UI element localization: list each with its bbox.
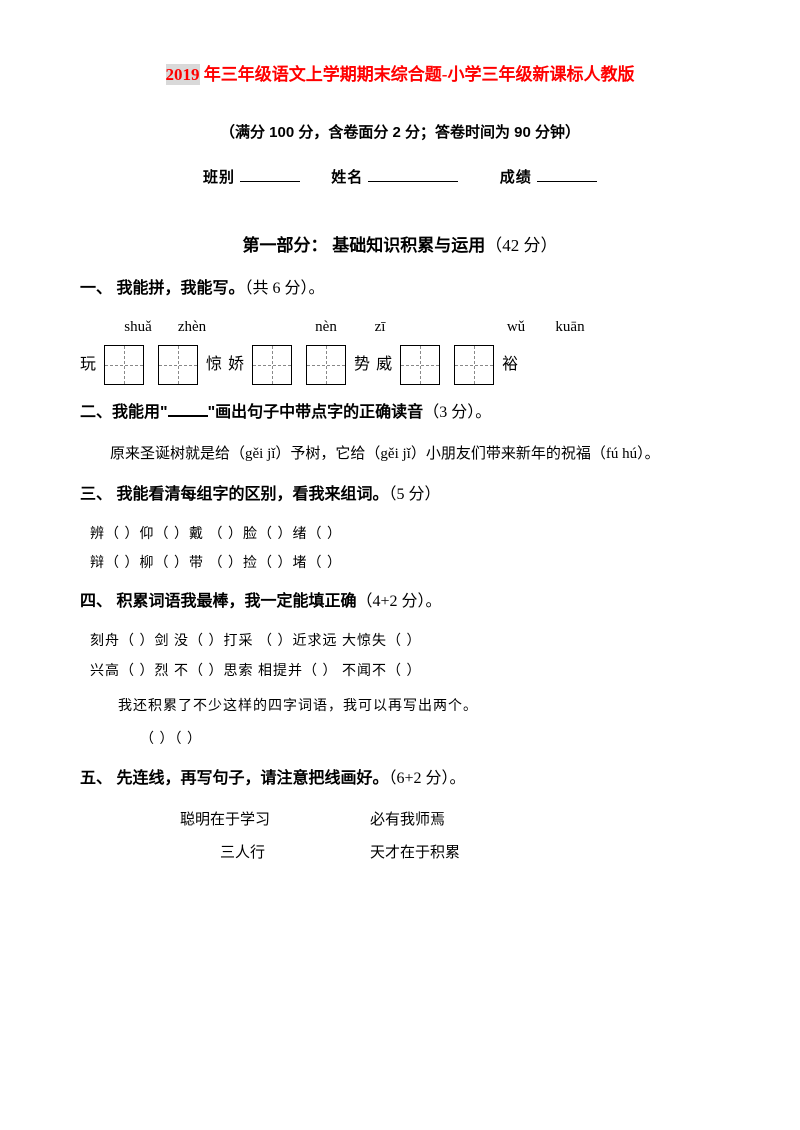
tian-box[interactable]	[454, 345, 494, 385]
q1-pinyin-row: shuǎ zhèn nèn zī wǔ kuān	[80, 314, 720, 341]
q2-underline	[168, 403, 208, 417]
q4-extra: 我还积累了不少这样的四字词语，我可以再写出两个。	[80, 692, 720, 721]
q2-pts: （3 分）。	[423, 404, 491, 421]
q2-a: 二、我能用"	[80, 404, 168, 421]
q4-title: 四、 积累词语我最棒，我一定能填正确	[80, 593, 356, 610]
part1-pts: （42 分）	[485, 236, 557, 255]
doc-subtitle: （满分 100 分，含卷面分 2 分；答卷时间为 90 分钟）	[80, 119, 720, 146]
q4-row1: 刻舟（ ）剑 没（ ）打采 （ ）近求远 大惊失（ ）	[80, 627, 720, 656]
q3-row1: 辨（ ）仰（ ）戴 （ ）脸（ ）绪（ ）	[80, 520, 720, 549]
q4-blanks: （ ）（ ）	[80, 725, 720, 754]
q5-p2l: 三人行	[180, 837, 370, 870]
q3-title: 三、 我能看清每组字的区别，看我来组词。	[80, 486, 388, 503]
han-2: 娇	[228, 351, 244, 380]
q3-head: 三、 我能看清每组字的区别，看我来组词。（5 分）	[80, 481, 720, 510]
tian-box[interactable]	[400, 345, 440, 385]
py-2: nèn	[304, 314, 348, 341]
name-blank[interactable]	[368, 168, 458, 182]
py-5: kuān	[548, 314, 592, 341]
class-label: 班别	[203, 169, 235, 186]
tian-box[interactable]	[306, 345, 346, 385]
q2-body: 原来圣诞树就是给（gěi jǐ）予树，它给（gěi jǐ）小朋友们带来新年的祝福…	[80, 438, 720, 471]
q5-p1r: 必有我师焉	[370, 804, 445, 837]
q5-pair2: 三人行 天才在于积累	[80, 837, 720, 870]
q1-box-row: 玩 惊 娇 势 威 裕	[80, 345, 720, 385]
han-3: 势	[354, 351, 370, 380]
score-label: 成绩	[500, 169, 532, 186]
han-1: 惊	[206, 351, 222, 380]
title-rest: 年三年级语文上学期期末综合题-小学三年级新课标人教版	[200, 65, 635, 84]
q3-pts: （5 分）	[388, 486, 440, 503]
q5-pair1: 聪明在于学习 必有我师焉	[80, 804, 720, 837]
part1-title: 第一部分： 基础知识积累与运用	[243, 236, 486, 255]
han-5: 裕	[502, 351, 518, 380]
q5-title: 五、 先连线，再写句子，请注意把线画好。	[80, 770, 388, 787]
title-highlight: 2019	[166, 64, 200, 85]
q2-b: "画出句子中带点字的正确读音	[208, 404, 424, 421]
q4-row2: 兴高（ ）烈 不（ ）思索 相提并（ ） 不闻不（ ）	[80, 657, 720, 686]
han-0: 玩	[80, 351, 96, 380]
q1-head: 一、 我能拼，我能写。（共 6 分）。	[80, 275, 720, 304]
class-blank[interactable]	[240, 168, 300, 182]
q4-pts: （4+2 分）。	[356, 593, 441, 610]
q3-row2: 辩（ ）柳（ ）带 （ ）捡（ ）堵（ ）	[80, 549, 720, 578]
py-0: shuǎ	[116, 314, 160, 341]
doc-title: 2019 年三年级语文上学期期末综合题-小学三年级新课标人教版	[80, 60, 720, 91]
part1-head: 第一部分： 基础知识积累与运用（42 分）	[80, 231, 720, 262]
tian-box[interactable]	[104, 345, 144, 385]
info-row: 班别 姓名 成绩	[80, 164, 720, 191]
q5-head: 五、 先连线，再写句子，请注意把线画好。（6+2 分）。	[80, 765, 720, 794]
score-blank[interactable]	[537, 168, 597, 182]
q4-head: 四、 积累词语我最棒，我一定能填正确（4+2 分）。	[80, 588, 720, 617]
py-1: zhèn	[170, 314, 214, 341]
py-4: wǔ	[494, 314, 538, 341]
tian-box[interactable]	[252, 345, 292, 385]
q1-title: 一、 我能拼，我能写。	[80, 280, 244, 297]
tian-box[interactable]	[158, 345, 198, 385]
q2-head: 二、我能用" "画出句子中带点字的正确读音（3 分）。	[80, 399, 720, 428]
q5-pts: （6+2 分）。	[388, 770, 465, 787]
han-4: 威	[376, 351, 392, 380]
q1-pts: （共 6 分）。	[244, 280, 324, 297]
q5-p1l: 聪明在于学习	[180, 804, 370, 837]
q5-p2r: 天才在于积累	[370, 837, 460, 870]
py-3: zī	[358, 314, 402, 341]
name-label: 姓名	[331, 169, 363, 186]
